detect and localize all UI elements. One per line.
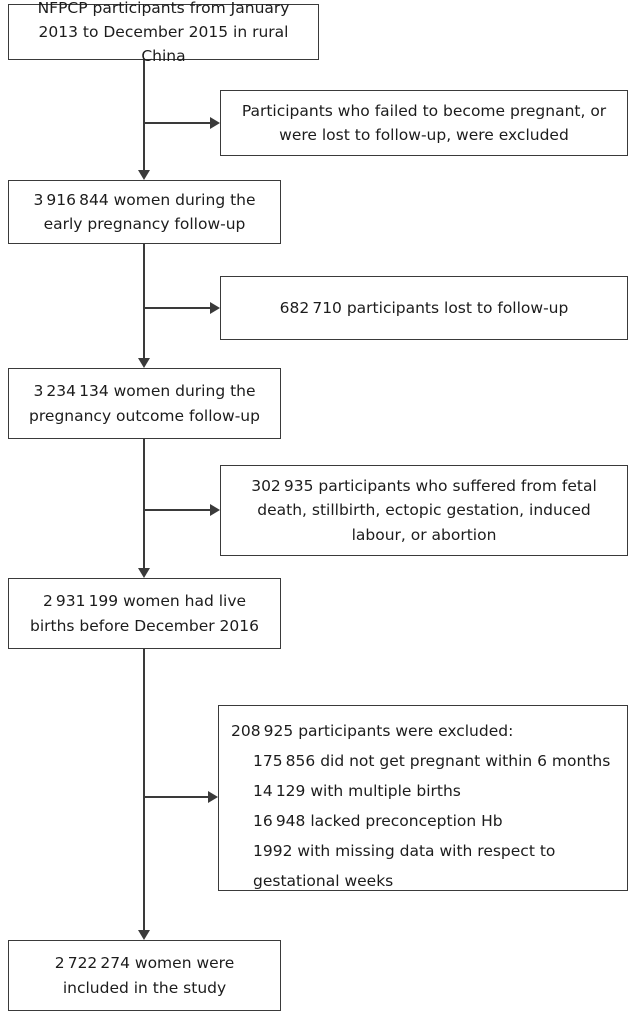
exclusion-detail-item: 16 948 lacked preconception Hb [253,812,503,830]
exclusion-box-lost-followup: 682 710 participants lost to follow-up [220,276,628,340]
flow-box-early-followup-label: 3 916 844 women during the early pregnan… [33,190,256,233]
connector-line-early-to-outcome [143,244,145,359]
flow-box-live-births: 2 931 199 women had live births before D… [8,578,281,649]
exclusion-box-lost-followup-label: 682 710 participants lost to follow-up [279,298,569,317]
arrow-down-icon [138,930,150,940]
arrow-down-icon [138,358,150,368]
arrow-down-icon [138,568,150,578]
exclusion-box-excluded-details: 208 925 participants were excluded: 175 … [218,705,628,891]
branch-line-failed-pregnant [144,122,211,124]
exclusion-detail-item: 1992 with missing data with respect to g… [253,842,556,890]
flow-box-outcome-followup: 3 234 134 women during the pregnancy out… [8,368,281,439]
exclusion-box-adverse-outcomes: 302 935 participants who suffered from f… [220,465,628,556]
flow-box-included-label: 2 722 274 women were included in the stu… [54,954,235,997]
connector-line-livebirths-to-included [143,649,145,931]
arrow-right-icon [210,302,220,314]
exclusion-details-header: 208 925 participants were excluded: [231,722,514,740]
flow-box-start-label: NFPCP participants from January 2013 to … [37,0,290,66]
exclusion-box-failed-pregnant: Participants who failed to become pregna… [220,90,628,156]
flow-box-included: 2 722 274 women were included in the stu… [8,940,281,1011]
arrow-right-icon [210,504,220,516]
arrow-right-icon [208,791,218,803]
exclusion-box-failed-pregnant-label: Participants who failed to become pregna… [241,101,607,144]
flow-box-early-followup: 3 916 844 women during the early pregnan… [8,180,281,244]
arrow-down-icon [138,170,150,180]
exclusion-detail-item: 14 129 with multiple births [253,782,461,800]
branch-line-lost-followup [144,307,211,309]
flow-box-outcome-followup-label: 3 234 134 women during the pregnancy out… [29,382,260,425]
exclusion-detail-item: 175 856 did not get pregnant within 6 mo… [253,752,611,770]
connector-line-start-to-early [143,60,145,171]
connector-line-outcome-to-livebirths [143,439,145,569]
arrow-right-icon [210,117,220,129]
flow-box-live-births-label: 2 931 199 women had live births before D… [30,592,259,635]
branch-line-adverse-outcomes [144,509,211,511]
branch-line-excluded-details [144,796,209,798]
flow-box-start: NFPCP participants from January 2013 to … [8,0,319,65]
exclusion-box-adverse-outcomes-label: 302 935 participants who suffered from f… [251,477,597,544]
